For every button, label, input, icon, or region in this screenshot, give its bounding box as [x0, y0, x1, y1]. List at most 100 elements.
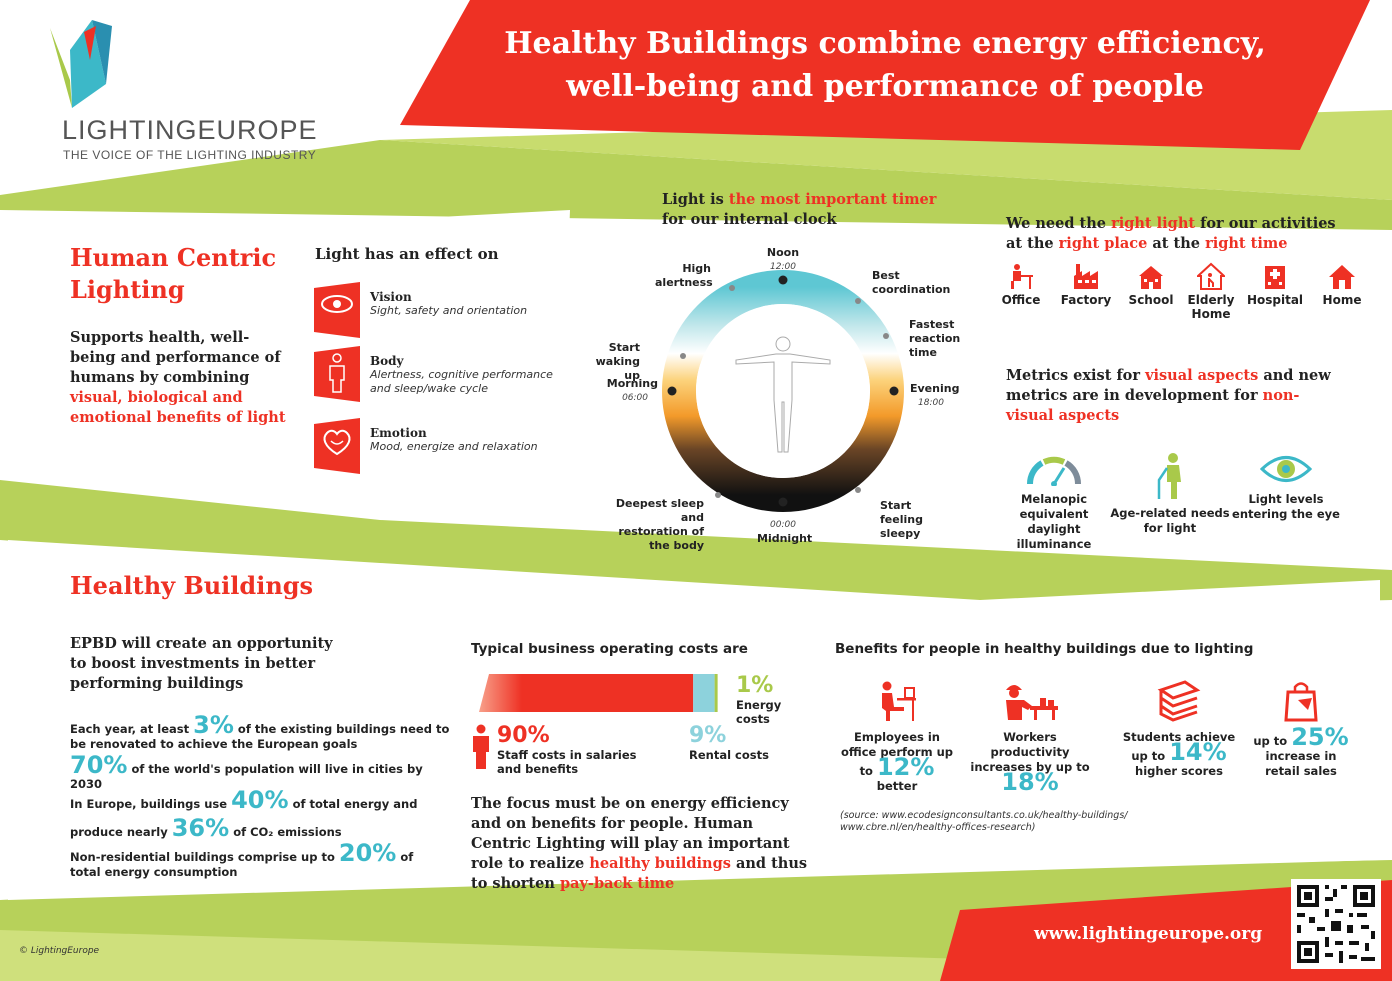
logo-wordmark: LIGHTINGEUROPE — [62, 115, 318, 146]
effect-emotion: Emotion Mood, energize and relaxation — [314, 418, 574, 474]
metrics-heading-p4: non-visual aspects — [1006, 387, 1300, 424]
clock-fastest-reaction: Fastest reaction time — [909, 318, 961, 359]
qr-code-icon[interactable] — [1291, 879, 1381, 969]
logo-name-light: EUROPE — [197, 115, 318, 145]
places-heading-p5: at the — [1152, 235, 1201, 252]
clock-midnight: 00:00 Midnight — [757, 518, 813, 546]
clock-start-waking: Start waking up — [595, 341, 640, 382]
benefits-source: (source: www.ecodesignconsultants.co.uk/… — [840, 810, 1128, 834]
home-icon — [1329, 265, 1355, 289]
focus-p4: pay-back time — [559, 875, 675, 892]
clock-heading-p1: Light is — [662, 191, 724, 208]
elderly-person-icon — [1157, 453, 1181, 499]
heart-icon — [314, 418, 360, 474]
logo-tagline: THE VOICE OF THE LIGHTING INDUSTRY — [63, 148, 317, 162]
effect-body-desc: Alertness, cognitive performance and sle… — [370, 368, 553, 395]
title-line-1: Healthy Buildings combine energy efficie… — [504, 26, 1266, 61]
midnight-label: Midnight — [757, 532, 813, 545]
effect-body-title: Body — [370, 354, 404, 368]
factory-icon — [1074, 264, 1098, 289]
clock-heading: Light is the most important timer for ou… — [662, 190, 962, 230]
benefit-students-big: 14% — [1169, 738, 1227, 766]
books-icon — [1157, 680, 1201, 722]
place-home-label: Home — [1322, 293, 1362, 307]
hcl-description: Supports health, well-being and performa… — [70, 328, 290, 428]
metric-age-related: Age-related needs for light — [1110, 452, 1230, 536]
stat1-post: of the existing buildings need to be ren… — [70, 722, 450, 751]
staff-cost-bar — [479, 674, 694, 712]
place-factory-label: Factory — [1060, 293, 1112, 307]
epbd-text: EPBD will create an opportunity to boost… — [70, 635, 333, 692]
metrics-heading: Metrics exist for visual aspects and new… — [1006, 366, 1346, 426]
metric-melanopic-label: Melanopic equivalent daylight illuminanc… — [1016, 492, 1092, 551]
energy-cost: 1% Energy costs — [736, 674, 796, 727]
morning-label: Morning — [606, 377, 658, 390]
place-hospital-label: Hospital — [1246, 293, 1304, 307]
clock-deepest-sleep: Deepest sleep and restoration of the bod… — [615, 497, 704, 552]
metric-age-related-label: Age-related needs for light — [1110, 506, 1230, 535]
noon-label: Noon — [766, 246, 800, 259]
human-figure-icon — [735, 336, 831, 453]
stat-non-residential: Non-residential buildings comprise up to… — [70, 841, 420, 880]
stat2-big: 70% — [70, 751, 128, 779]
staff-cost: 90% Staff costs in salaries and benefits — [497, 724, 647, 777]
stat1-pre: Each year, at least — [70, 722, 190, 736]
rental-pct: 9% — [689, 723, 727, 748]
place-hospital: Hospital — [1243, 262, 1307, 307]
stat3-pre: In Europe, buildings use — [70, 797, 228, 811]
benefit-employees-post: better — [876, 779, 918, 793]
effect-vision-desc: Sight, safety and orientation — [370, 304, 528, 317]
benefit-employees-pre: Employees in office perform up to — [840, 730, 954, 778]
clock-heading-p2: the most important timer — [728, 191, 937, 208]
costs-heading: Typical business operating costs are — [471, 641, 748, 657]
metric-melanopic: Melanopic equivalent daylight illuminanc… — [994, 452, 1114, 552]
stat-renovation: Each year, at least 3% of the existing b… — [70, 713, 450, 752]
stat3-big: 40% — [231, 786, 289, 814]
website-link[interactable]: www.lightingeurope.org — [1034, 924, 1263, 944]
benefit-students-pre: Students achieve up to — [1122, 730, 1236, 763]
places-heading: We need the right light for our activiti… — [1006, 214, 1346, 254]
benefit-workers-text: Workers productivity increases by up to … — [968, 730, 1092, 794]
benefit-workers-big: 18% — [1001, 768, 1059, 796]
energy-cost-bar — [714, 674, 718, 712]
metrics-heading-p3: and new metrics are in development for — [1006, 367, 1331, 404]
noon-time: 12:00 — [770, 262, 796, 272]
effect-vision: Vision Sight, safety and orientation — [314, 282, 574, 338]
benefit-retail-big: 25% — [1291, 723, 1349, 751]
benefits-heading: Benefits for people in healthy buildings… — [835, 641, 1254, 657]
body-icon — [314, 346, 360, 402]
clock-morning: Morning 06:00 — [606, 377, 658, 405]
focus-p2: healthy buildings — [589, 855, 731, 872]
stat4-pre: Non-residential buildings comprise up to — [70, 850, 335, 864]
places-heading-p4: right place — [1058, 235, 1148, 252]
effect-body: Body Alertness, cognitive performance an… — [314, 346, 574, 402]
rental-cost-bar — [693, 674, 715, 712]
place-elderly-home-label: Elderly Home — [1187, 293, 1235, 321]
clock-noon: Noon 12:00 — [766, 246, 800, 274]
lightingeurope-logo-icon — [50, 20, 112, 108]
place-office: Office — [989, 262, 1053, 307]
benefit-retail-post: increase in retail sales — [1265, 749, 1337, 778]
place-factory: Factory — [1054, 262, 1118, 307]
staff-label: Staff costs in salaries and benefits — [497, 748, 637, 776]
energy-label: Energy costs — [736, 698, 782, 726]
copyright: © LightingEurope — [19, 946, 100, 956]
page-title: Healthy Buildings combine energy efficie… — [470, 22, 1300, 108]
evening-label: Evening — [910, 382, 960, 395]
hcl-desc-part1: Supports health, well-being and performa… — [70, 329, 281, 386]
costs-bar-chart — [479, 674, 718, 712]
focus-p1: The focus must be on energy efficiency a… — [471, 795, 790, 872]
place-elderly-home: Elderly Home — [1179, 262, 1243, 321]
gauge-icon — [1026, 456, 1082, 486]
hcl-desc-part2: visual, biological and emotional benefit… — [70, 389, 286, 426]
stat4-post: of total energy consumption — [70, 850, 414, 879]
source-line1: (source: www.ecodesignconsultants.co.uk/… — [840, 810, 1128, 821]
clock-high-alertness: High alertness — [655, 262, 713, 289]
clock-start-sleepy: Start feeling sleepy — [880, 499, 923, 540]
healthy-heading: Healthy Buildings — [70, 571, 314, 600]
benefit-workers: Workers productivity increases by up to … — [968, 680, 1092, 794]
place-school-label: School — [1128, 293, 1174, 307]
clock-heading-p3: for our internal clock — [662, 211, 837, 228]
focus-text: The focus must be on energy efficiency a… — [471, 794, 816, 894]
stat2-post: of the world's population will live in c… — [70, 762, 423, 791]
